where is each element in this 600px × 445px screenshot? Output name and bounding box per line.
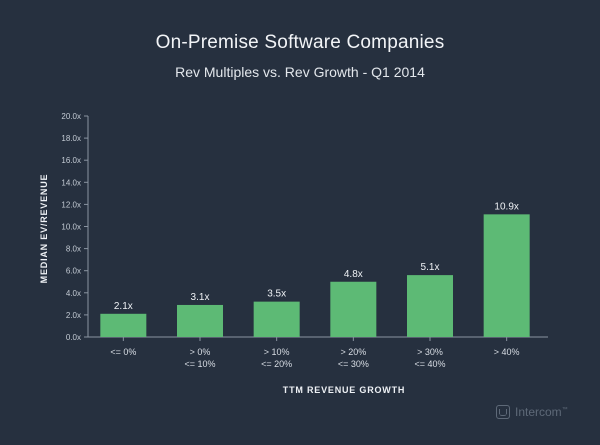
y-tick-label: 12.0x [61, 200, 81, 209]
x-tick-label: > 30% [417, 347, 443, 357]
x-axis-title: TTM REVENUE GROWTH [283, 385, 405, 395]
bar [330, 281, 377, 337]
intercom-logo: Intercom™ [496, 405, 568, 419]
y-tick-label: 16.0x [61, 156, 81, 165]
x-tick-label: <= 20% [261, 359, 292, 369]
x-tick-label: > 0% [190, 347, 211, 357]
y-tick-label: 4.0x [66, 289, 81, 298]
y-tick-label: 10.0x [61, 223, 81, 232]
intercom-logo-icon [496, 405, 510, 419]
bar [100, 313, 147, 337]
y-tick-label: 14.0x [61, 178, 81, 187]
bar-value-label: 3.5x [267, 289, 286, 300]
x-tick-label: <= 0% [110, 347, 136, 357]
bar-value-label: 4.8x [344, 269, 363, 280]
logo-text: Intercom [515, 405, 562, 419]
y-tick-label: 6.0x [66, 267, 81, 276]
y-tick-label: 18.0x [61, 134, 81, 143]
chart-subtitle: Rev Multiples vs. Rev Growth - Q1 2014 [175, 64, 425, 80]
x-tick-label: <= 10% [184, 359, 215, 369]
x-tick-label: <= 40% [414, 359, 445, 369]
bar [483, 214, 530, 337]
x-tick-label: > 20% [340, 347, 366, 357]
y-tick-label: 8.0x [66, 245, 81, 254]
bar-value-label: 10.9x [494, 201, 518, 212]
bar [253, 301, 300, 337]
y-tick-label: 20.0x [61, 112, 81, 121]
x-tick-label: <= 30% [338, 359, 369, 369]
bar [407, 275, 453, 337]
bar [177, 304, 223, 337]
y-tick-label: 0.0x [66, 333, 81, 342]
bar-value-label: 2.1x [114, 301, 133, 312]
bar-value-label: 5.1x [421, 262, 440, 273]
x-tick-label: > 40% [494, 347, 520, 357]
chart-title: On-Premise Software Companies [155, 32, 445, 53]
x-tick-label: > 10% [264, 347, 290, 357]
trademark-symbol: ™ [561, 407, 568, 413]
y-tick-label: 2.0x [66, 311, 81, 320]
bar-value-label: 3.1x [191, 292, 210, 303]
y-axis-title: MEDIAN EV/REVENUE [39, 174, 49, 284]
